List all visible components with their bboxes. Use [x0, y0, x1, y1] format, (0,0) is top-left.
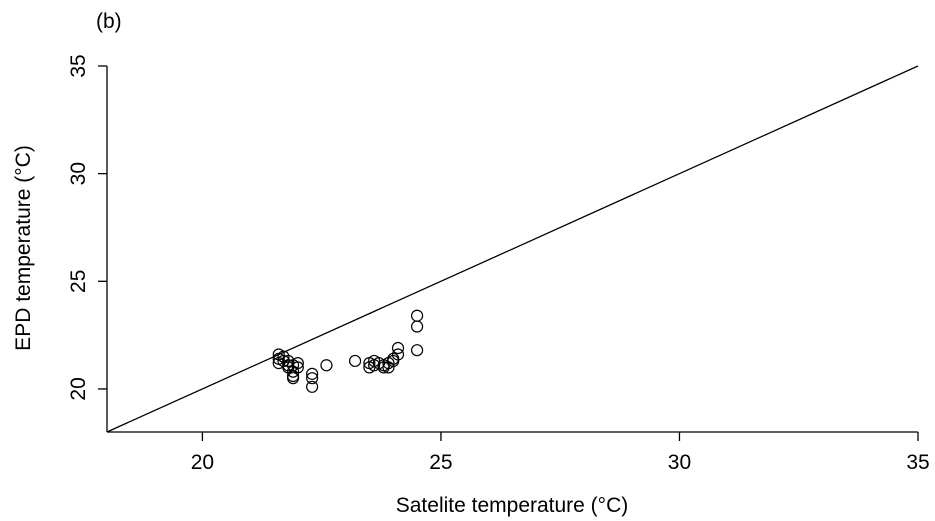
y-axis-ticks: 20 25 30 35 [67, 54, 107, 401]
y-tick-label: 25 [67, 270, 90, 293]
data-points [272, 309, 424, 393]
data-point [391, 341, 405, 355]
data-point [291, 361, 304, 374]
data-point [291, 357, 304, 370]
y-axis-title: EPD temperature (°C) [12, 145, 35, 351]
data-point [410, 309, 424, 322]
x-axis-ticks: 20 25 30 35 [191, 432, 930, 474]
data-point [391, 348, 405, 361]
y-tick-label: 35 [67, 54, 90, 77]
y-tick-label: 30 [67, 162, 90, 185]
data-point [410, 320, 424, 333]
data-point [320, 359, 333, 372]
data-point [306, 372, 319, 385]
data-point [348, 354, 362, 368]
x-tick-label: 20 [191, 451, 214, 474]
x-tick-label: 35 [906, 451, 929, 474]
x-axis-title: Satelite temperature (°C) [396, 494, 629, 517]
identity-reference-line [106, 65, 919, 433]
plot-area: 20 25 30 35 20 25 30 35 [67, 54, 930, 474]
x-tick-label: 30 [668, 451, 691, 474]
y-tick-label: 20 [67, 377, 90, 400]
data-point [387, 354, 400, 368]
x-tick-label: 25 [429, 451, 452, 474]
data-point [410, 344, 424, 357]
panel-label: (b) [96, 10, 122, 33]
data-point [286, 372, 300, 385]
data-point [306, 380, 319, 393]
data-point [306, 367, 319, 380]
